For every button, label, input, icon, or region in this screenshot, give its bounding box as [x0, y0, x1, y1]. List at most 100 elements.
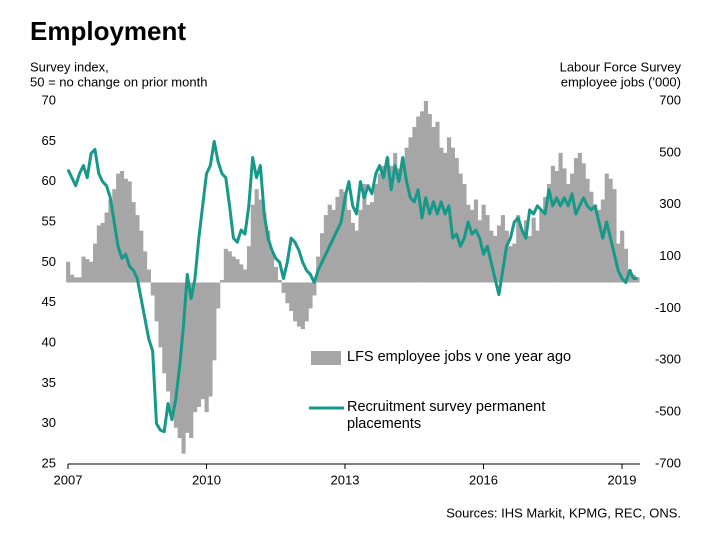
bar [573, 158, 579, 283]
y2-tick-label: -700 [655, 455, 681, 470]
chart-title: Employment [30, 16, 186, 46]
bar [358, 209, 363, 283]
bar [623, 248, 629, 283]
bar [100, 222, 105, 283]
bar [204, 282, 209, 413]
bar [346, 209, 352, 283]
bar [331, 209, 336, 283]
bar [304, 282, 309, 322]
bar [493, 235, 498, 283]
bar [608, 178, 613, 283]
bar [231, 256, 236, 283]
bar [600, 199, 605, 283]
legend-label: Recruitment survey permanent placements [347, 399, 546, 432]
y2-tick-label: 700 [659, 92, 681, 107]
bar [339, 189, 344, 283]
bar [443, 152, 448, 283]
bar [477, 220, 482, 283]
y-tick-label: 65 [42, 133, 56, 148]
bar [343, 191, 348, 283]
bar [131, 202, 136, 283]
y2-tick-label: -100 [655, 300, 681, 315]
bar [473, 199, 479, 283]
bar [323, 215, 328, 283]
y-axis-title: Survey index, [30, 59, 109, 74]
bar [135, 215, 140, 283]
bar [154, 282, 159, 322]
bar [262, 212, 267, 283]
bar [593, 204, 598, 283]
bar [258, 199, 263, 283]
bar [312, 282, 317, 296]
bar [223, 248, 228, 283]
y2-axis-title: Labour Force Survey [560, 59, 682, 74]
bar [466, 204, 471, 283]
bar [85, 259, 90, 283]
y-axis-title: 50 = no change on prior month [30, 74, 207, 89]
bar [173, 282, 178, 428]
bar [293, 282, 298, 322]
bar [77, 277, 82, 283]
bar [423, 101, 429, 283]
bar [508, 246, 513, 283]
y-tick-label: 45 [42, 294, 56, 309]
bar [454, 158, 459, 283]
bar [616, 243, 621, 283]
y2-tick-label: 500 [659, 144, 681, 159]
bar [354, 230, 359, 283]
bar [596, 209, 602, 283]
bar [285, 282, 290, 304]
bar [308, 282, 313, 309]
bar [408, 137, 413, 283]
y-tick-label: 55 [42, 213, 56, 228]
bar [227, 251, 232, 283]
bar [350, 222, 355, 283]
bar [73, 277, 78, 283]
bar [504, 230, 509, 283]
bar [393, 152, 398, 283]
bar [169, 282, 175, 413]
bar [554, 171, 559, 283]
bar [585, 178, 590, 283]
bar [520, 230, 525, 283]
bar [581, 163, 586, 283]
bar [123, 178, 128, 283]
x-tick-label: 2013 [331, 472, 360, 487]
y-tick-label: 35 [42, 375, 56, 390]
bar [139, 230, 144, 283]
bar [562, 168, 567, 283]
bar [539, 209, 544, 283]
x-tick-label: 2016 [469, 472, 498, 487]
bar [385, 158, 390, 283]
bar [254, 189, 259, 283]
bar [200, 282, 205, 400]
bar [93, 243, 98, 283]
bar [127, 181, 132, 283]
bar [143, 251, 148, 283]
y2-tick-label: -300 [655, 352, 681, 367]
bar [185, 282, 190, 433]
bar [193, 282, 198, 413]
bar [289, 282, 294, 312]
line [66, 139, 638, 434]
bar [335, 196, 340, 283]
bar [250, 204, 255, 283]
bar [181, 282, 186, 454]
bar [400, 158, 405, 283]
bar [189, 282, 194, 439]
bar [277, 279, 282, 283]
bar [96, 225, 102, 283]
bar [104, 212, 109, 283]
x-tick-label: 2010 [192, 472, 221, 487]
bar [412, 126, 417, 283]
bar [162, 282, 167, 374]
y2-axis-title: employee jobs ('000) [561, 74, 681, 89]
source: Sources: IHS Markit, KPMG, REC, ONS. [446, 505, 681, 520]
bar [550, 165, 555, 283]
bar [389, 165, 394, 283]
y-tick-label: 30 [42, 415, 56, 430]
bar [158, 282, 163, 348]
bar [435, 121, 440, 283]
